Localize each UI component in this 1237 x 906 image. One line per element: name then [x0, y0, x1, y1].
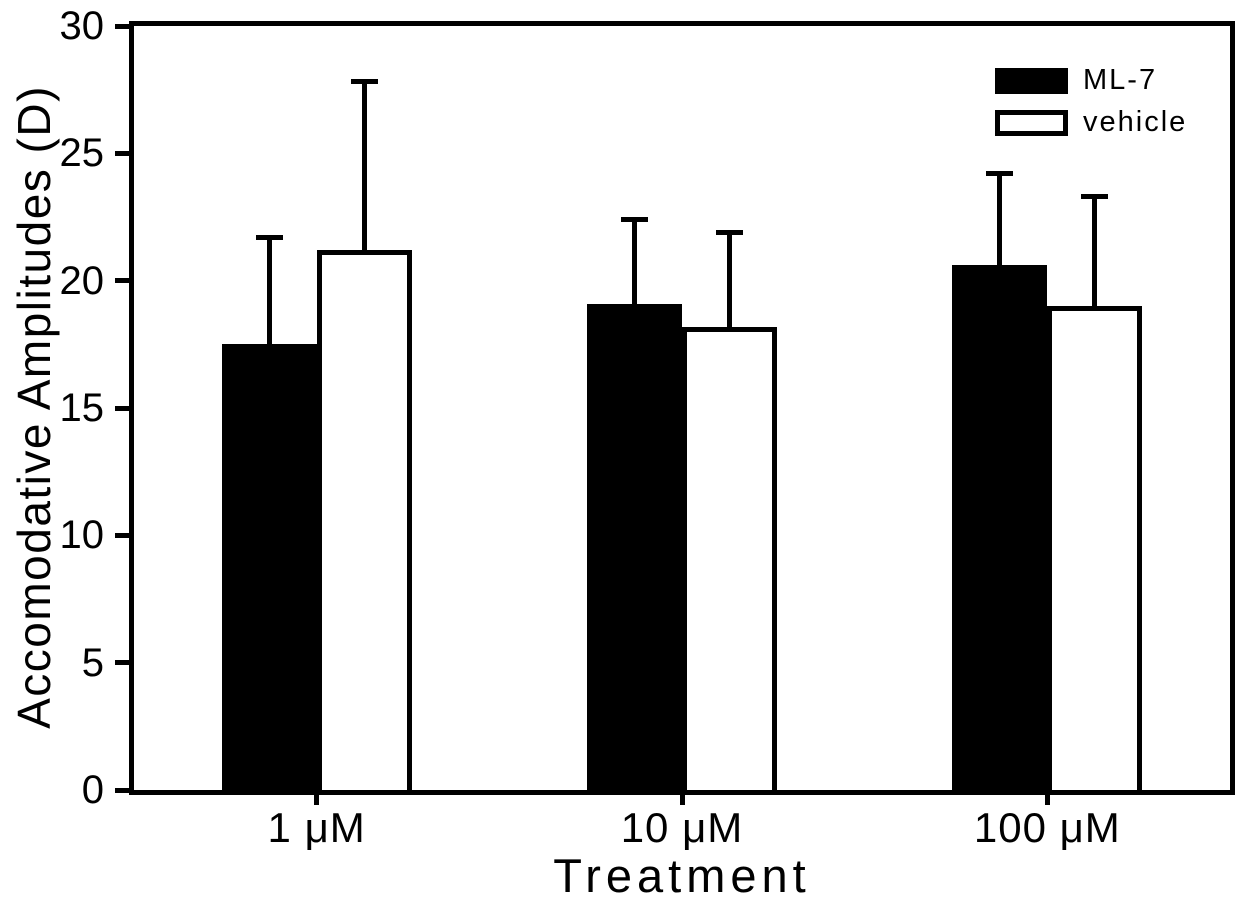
error-bar-ml-7-1-m: [255, 234, 283, 345]
x-tick-label-1-m: 1 μM: [267, 804, 366, 851]
bar-ml-7-1-m: [221, 344, 317, 790]
y-tick-label: 30: [59, 4, 105, 48]
legend-swatch-ml-7: [995, 67, 1068, 94]
error-bar-cap: [621, 217, 648, 223]
x-tick-mark: [1044, 790, 1050, 805]
y-tick-mark: [115, 787, 134, 793]
error-bar-stem: [997, 171, 1003, 266]
y-tick-label: 15: [59, 386, 105, 430]
error-bar-cap: [986, 171, 1014, 177]
error-bar-cap: [716, 229, 743, 235]
bar-ml-7-10-m: [587, 303, 682, 790]
x-tick-mark: [314, 790, 320, 805]
y-tick-mark: [115, 532, 134, 538]
x-tick-label-10-m: 10 μM: [620, 804, 744, 851]
y-tick-mark: [115, 405, 134, 411]
bar-ml-7-100-m: [952, 265, 1048, 790]
error-bar-stem: [1092, 194, 1098, 307]
error-bar-cap: [350, 79, 378, 85]
error-bar-vehicle-100-m: [1081, 194, 1109, 307]
y-tick-label: 25: [59, 131, 105, 176]
bar-vehicle-10-m: [682, 326, 777, 790]
error-bar-stem: [727, 229, 732, 327]
error-bar-vehicle-1-m: [350, 79, 378, 251]
error-bar-stem: [361, 79, 367, 251]
bar-vehicle-100-m: [1047, 306, 1143, 790]
legend: ML-7 vehicle: [995, 66, 1187, 137]
error-bar-cap: [1081, 194, 1109, 200]
y-tick-mark: [115, 23, 134, 29]
error-bar-vehicle-10-m: [716, 229, 743, 327]
x-tick-label-100-m: 100 μM: [973, 804, 1121, 851]
y-tick-label: 10: [59, 513, 105, 558]
error-bar-ml-7-10-m: [621, 217, 648, 304]
legend-swatch-vehicle: [995, 109, 1068, 136]
plot-area: ML-7 vehicle 0 5 10 15 20 25 30 1 μM 10 μM 100 μM: [60, 5, 1235, 850]
legend-row-vehicle: vehicle: [995, 108, 1187, 137]
y-tick-mark: [115, 278, 134, 284]
legend-label-vehicle: vehicle: [1083, 106, 1188, 138]
error-bar-ml-7-100-m: [986, 171, 1014, 266]
y-tick-label: 20: [59, 258, 105, 303]
x-tick-mark: [679, 790, 685, 805]
legend-row-ml-7: ML-7: [995, 66, 1187, 95]
y-tick-label: 0: [81, 768, 104, 812]
y-tick-mark: [115, 150, 134, 156]
bar-vehicle-1-m: [316, 250, 412, 790]
y-tick-label: 5: [81, 640, 104, 685]
error-bar-cap: [255, 234, 283, 240]
error-bar-stem: [266, 234, 272, 345]
error-bar-stem: [632, 217, 637, 304]
legend-label-ml-7: ML-7: [1083, 64, 1158, 96]
y-tick-mark: [115, 660, 134, 666]
x-axis-title: Treatment: [553, 849, 811, 902]
